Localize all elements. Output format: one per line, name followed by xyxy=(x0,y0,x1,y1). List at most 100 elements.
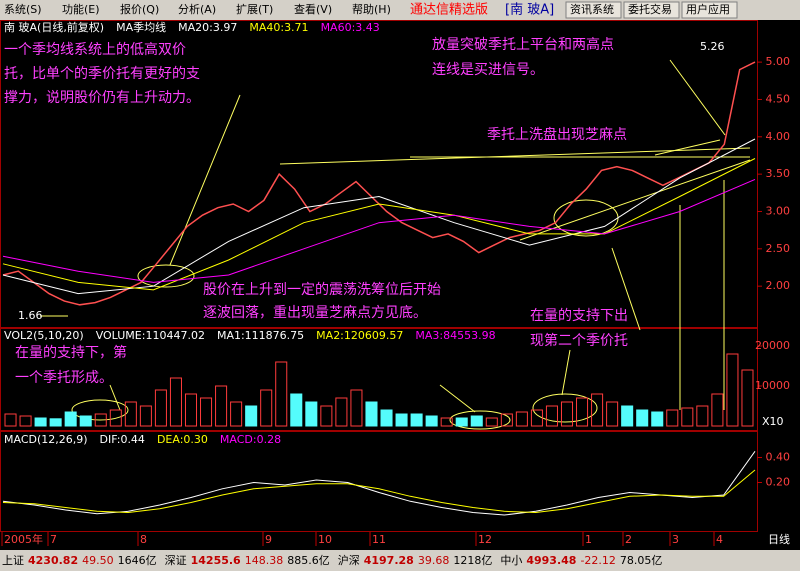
status-text: 1646亿 xyxy=(118,554,157,567)
volume-bar xyxy=(19,415,32,427)
volume-bar xyxy=(245,405,258,427)
volume-bar xyxy=(621,405,634,427)
volume-bar xyxy=(666,409,679,427)
period-label: 日线 xyxy=(768,532,790,546)
volume-bar xyxy=(395,413,408,427)
annotation-text: 季托上洗盘出现芝麻点 xyxy=(487,126,627,143)
panel-header: MACD(12,26,9) xyxy=(4,433,88,446)
annotation-text: 一个季托形成。 xyxy=(15,370,113,386)
toolbar-button-label[interactable]: 用户应用 xyxy=(686,2,730,16)
menu-item[interactable]: 功能(E) xyxy=(62,2,100,16)
time-label: 3 xyxy=(672,533,679,546)
panel-header: MA20:3.97 xyxy=(178,21,237,34)
panel-header: MA60:3.43 xyxy=(321,21,380,34)
volume-bar xyxy=(681,407,694,427)
volume-bar xyxy=(485,417,498,427)
volume-bar xyxy=(320,405,333,427)
macd-frame xyxy=(0,431,758,532)
volume-bar xyxy=(200,397,213,427)
time-label: 11 xyxy=(372,533,386,546)
volume-bar xyxy=(576,397,589,427)
toolbar-button[interactable] xyxy=(681,1,738,19)
annotation-text: 放量突破季托上平台和两高点 xyxy=(432,36,614,53)
y-tick-label: 4.00 xyxy=(766,130,791,143)
volume-bar xyxy=(440,417,453,427)
volume-bar xyxy=(606,401,619,427)
toolbar-buttons: 资讯系统 委托交易 用户应用 xyxy=(565,1,738,19)
status-text: -22.12 xyxy=(580,554,615,567)
panel-header: DIF:0.44 xyxy=(100,433,145,446)
y-tick-label: 2.50 xyxy=(766,242,791,255)
status-text: 4230.82 xyxy=(28,554,78,567)
time-label: 2 xyxy=(625,533,632,546)
volume-bar xyxy=(560,401,574,427)
panel-header: DEA:0.30 xyxy=(157,433,208,446)
menu-item[interactable]: 报价(Q) xyxy=(120,2,159,16)
status-text: 78.05亿 xyxy=(620,554,663,567)
volume-bar xyxy=(591,393,604,427)
status-text: 39.68 xyxy=(418,554,450,567)
toolbar-button[interactable] xyxy=(565,1,622,19)
volume-bar xyxy=(230,401,243,427)
volume-bar xyxy=(515,411,528,427)
volume-bar xyxy=(124,401,137,427)
app-title: 通达信精选版 xyxy=(410,3,488,18)
status-text: 深证 xyxy=(165,554,187,567)
y-tick-label: 2.00 xyxy=(766,279,791,292)
y-tick-label: 0.20 xyxy=(766,476,791,489)
y-tick-label: 10000 xyxy=(755,379,790,392)
annotation-text: 逐波回落，重出现量芝麻点方见底。 xyxy=(203,305,427,321)
time-label: 12 xyxy=(478,533,492,546)
status-text: 4993.48 xyxy=(526,554,576,567)
volume-bar xyxy=(305,401,318,427)
volume-bar xyxy=(169,377,182,427)
time-label: 9 xyxy=(265,533,272,546)
y-tick-label: 5.00 xyxy=(766,55,791,68)
status-text: 148.38 xyxy=(245,554,284,567)
menu-item[interactable]: 查看(V) xyxy=(294,2,332,16)
volume-bar xyxy=(636,409,649,427)
panel-header: MA1:111876.75 xyxy=(217,329,304,342)
volume-bar xyxy=(350,389,363,427)
annotation-text: 连线是买进信号。 xyxy=(432,62,544,78)
indicator-line xyxy=(2,178,756,283)
panel-header: MA40:3.71 xyxy=(249,21,308,34)
volume-frame xyxy=(0,328,758,431)
y-tick-label: 4.50 xyxy=(766,92,791,105)
volume-bar xyxy=(545,405,558,427)
menu-item[interactable]: 扩展(T) xyxy=(236,2,273,16)
volume-bar xyxy=(94,413,107,427)
time-label: 1 xyxy=(585,533,592,546)
annotation-text: 股价在上升到一定的震荡洗筹位后开始 xyxy=(203,281,441,298)
volume-bar xyxy=(49,418,62,427)
time-label: 7 xyxy=(50,533,57,546)
annotations: 5.26 1.66 一个季均线系统上的低高双价托，比单个的季价托有更好的支撑力，说明… xyxy=(4,36,725,386)
annotation-text: 在量的支持下，第 xyxy=(15,344,127,361)
status-text: 上证 xyxy=(2,554,24,567)
volume-bar xyxy=(425,415,438,427)
volume-bar xyxy=(335,397,348,427)
status-text: 中小 xyxy=(500,554,522,567)
volume-bar xyxy=(64,411,77,427)
volume-bar xyxy=(455,417,468,427)
toolbar-button-label[interactable]: 资讯系统 xyxy=(570,3,614,16)
volume-bar xyxy=(79,415,92,427)
volume-bar xyxy=(651,411,664,427)
plot: 2.00 2.50 3.00 3.50 4.00 4.50 5.00 南 玻A(日线,前复权)… xyxy=(1,20,791,546)
toolbar-button-label[interactable]: 委托交易 xyxy=(628,2,672,16)
menu-item[interactable]: 帮助(H) xyxy=(352,2,391,16)
menu-item[interactable]: 系统(S) xyxy=(4,3,42,16)
status-text: 沪深 xyxy=(338,553,360,567)
annotation-text: 托，比单个的季价托有更好的支 xyxy=(4,66,200,82)
panel-header: MACD:0.28 xyxy=(220,433,281,446)
toolbar-button[interactable] xyxy=(623,1,680,19)
annotation-lines xyxy=(40,59,751,430)
volume-bar xyxy=(696,405,709,427)
menu-item[interactable]: 分析(A) xyxy=(178,2,216,16)
status-text: 14255.6 xyxy=(191,554,241,567)
volume-bar xyxy=(184,393,198,427)
time-label: 10 xyxy=(318,533,332,546)
volume-bar xyxy=(380,409,393,427)
low-label: 1.66 xyxy=(18,309,43,322)
